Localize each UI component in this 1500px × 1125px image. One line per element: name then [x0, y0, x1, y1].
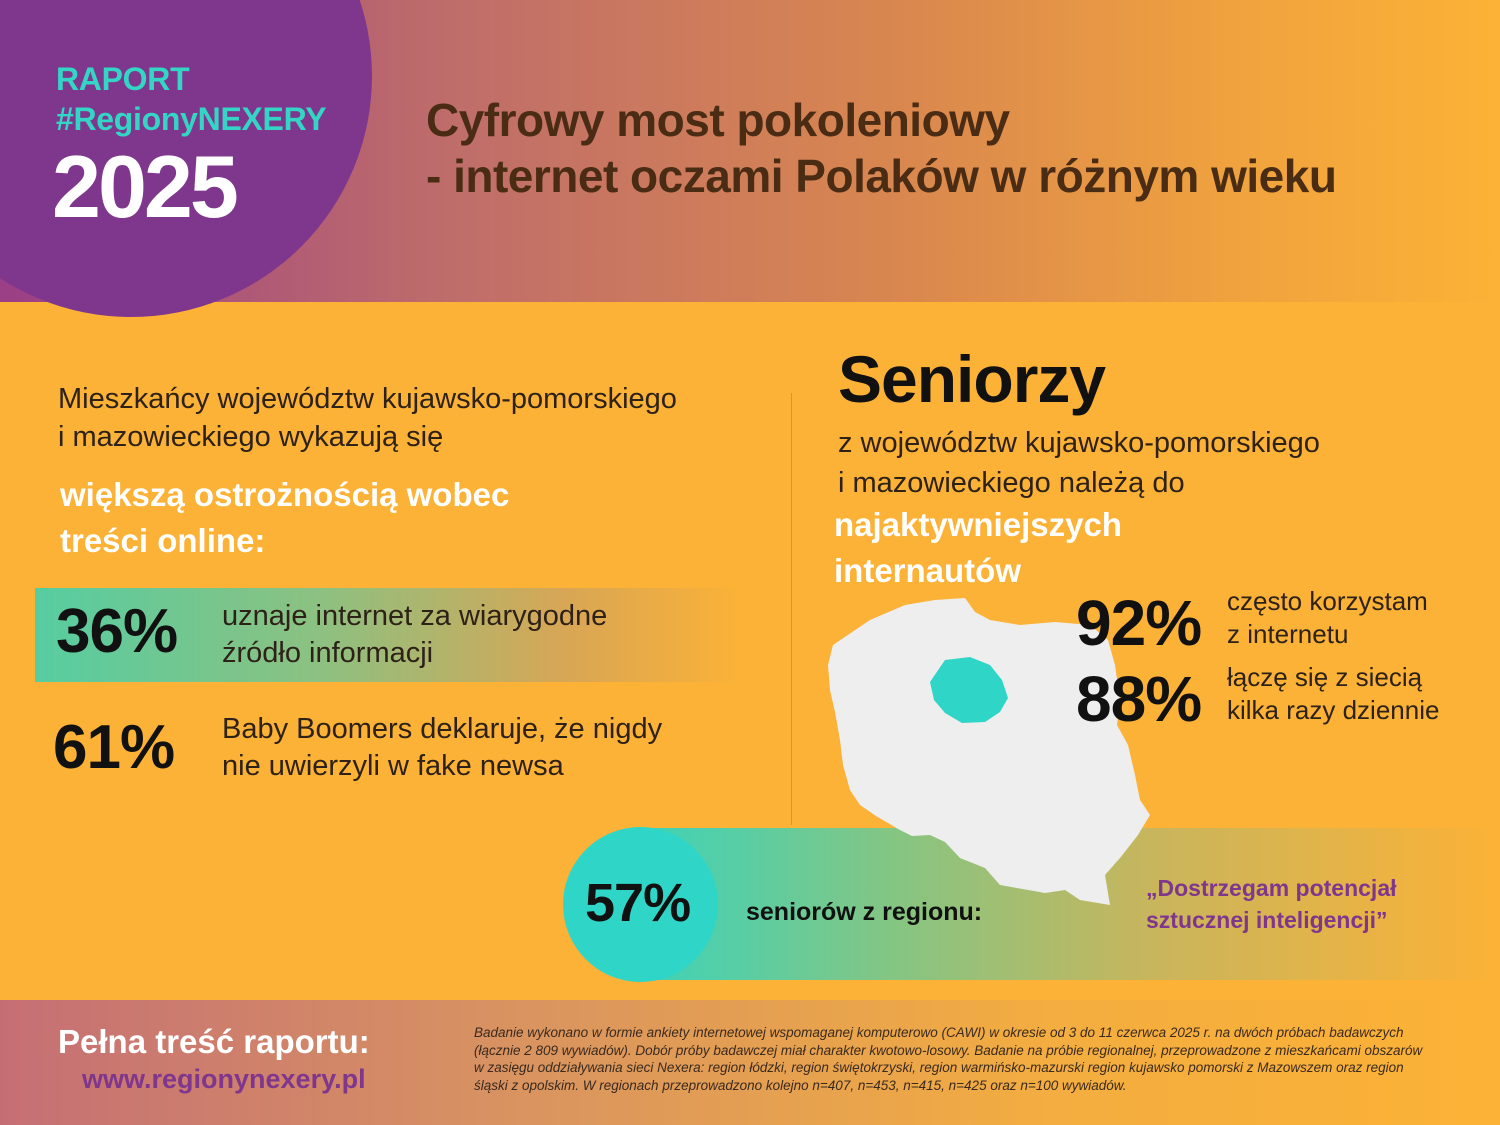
- seniors-emphasis: najaktywniejszych internautów: [834, 502, 1122, 594]
- seniors-emphasis-line-2: internautów: [834, 552, 1021, 589]
- left-intro-line-2: i mazowieckiego wykazują się: [58, 421, 444, 453]
- seniors-sub-line-1: z województw kujawsko-pomorskiego: [838, 427, 1320, 459]
- kujawsko-pomorskie-region: [930, 657, 1008, 723]
- seniors-emphasis-line-1: najaktywniejszych: [834, 506, 1122, 543]
- title-line-2: - internet oczami Polaków w różnym wieku: [426, 150, 1337, 202]
- column-divider: [791, 393, 792, 825]
- ai-quote: „Dostrzegam potencjał sztucznej intelige…: [1146, 872, 1397, 936]
- left-intro-text: Mieszkańcy województw kujawsko-pomorskie…: [58, 380, 677, 456]
- seniors-heading: Seniorzy: [838, 342, 1106, 416]
- footer-label: Pełna treść raportu:: [58, 1023, 370, 1060]
- stat-92-value: 92%: [1076, 587, 1202, 659]
- left-emphasis-line-2: treści online:: [60, 522, 266, 559]
- stat-88-value: 88%: [1076, 663, 1202, 735]
- left-emphasis-text: większą ostrożnością wobec treści online…: [60, 472, 509, 564]
- ai-quote-line-2: sztucznej inteligencji”: [1146, 907, 1388, 933]
- stat-88-line-2: kilka razy dziennie: [1227, 695, 1440, 725]
- note-line-4: śląski z opolskim. W regionach przeprowa…: [474, 1077, 1127, 1093]
- stat-36-line-2: źródło informacji: [222, 637, 434, 669]
- stat-57-label: seniorów z regionu:: [746, 898, 983, 926]
- page-title: Cyfrowy most pokoleniowy - internet ocza…: [426, 92, 1337, 204]
- ai-quote-line-1: „Dostrzegam potencjał: [1146, 875, 1397, 901]
- stat-61-line-2: nie uwierzyli w fake newsa: [222, 750, 564, 782]
- left-intro-line-1: Mieszkańcy województw kujawsko-pomorskie…: [58, 383, 677, 415]
- stat-36-line-1: uznaje internet za wiarygodne: [222, 600, 608, 632]
- stat-57-circle: [563, 827, 718, 982]
- raport-label: RAPORT: [56, 61, 190, 97]
- stat-88-text: łączę się z siecią kilka razy dziennie: [1227, 661, 1439, 727]
- note-line-2: (łącznie 2 809 wywiadów). Dobór próby ba…: [474, 1042, 1423, 1058]
- stat-61-value: 61%: [53, 713, 175, 782]
- stat-36-band: [35, 588, 743, 682]
- title-line-1: Cyfrowy most pokoleniowy: [426, 94, 1010, 146]
- report-year: 2025: [52, 137, 239, 236]
- stat-92-text: często korzystam z internetu: [1227, 585, 1428, 651]
- poland-outline: [828, 598, 1150, 905]
- note-line-3: w zasięgu oddziaływania sieci Nexera: re…: [474, 1060, 1404, 1075]
- methodology-note: Badanie wykonano w formie ankiety intern…: [474, 1024, 1484, 1094]
- left-emphasis-line-1: większą ostrożnością wobec: [60, 476, 510, 513]
- stat-36-value: 36%: [56, 597, 178, 666]
- footer-band: [0, 1000, 1500, 1125]
- seniors-subtext: z województw kujawsko-pomorskiego i mazo…: [838, 423, 1320, 503]
- stat-61-text: Baby Boomers deklaruje, że nigdy nie uwi…: [222, 711, 662, 785]
- stat-36-text: uznaje internet za wiarygodne źródło inf…: [222, 598, 607, 672]
- stat-92-line-2: z internetu: [1227, 619, 1349, 649]
- report-link[interactable]: www.regionynexery.pl: [82, 1064, 366, 1094]
- stat-57-value: 57%: [585, 873, 691, 933]
- hashtag-label: #RegionyNEXERY: [56, 101, 327, 137]
- stat-92-line-1: często korzystam: [1227, 586, 1428, 616]
- stat-88-line-1: łączę się z siecią: [1227, 662, 1423, 692]
- note-line-1: Badanie wykonano w formie ankiety intern…: [474, 1025, 1404, 1040]
- seniors-sub-line-2: i mazowieckiego należą do: [838, 467, 1185, 499]
- stat-61-line-1: Baby Boomers deklaruje, że nigdy: [222, 713, 663, 745]
